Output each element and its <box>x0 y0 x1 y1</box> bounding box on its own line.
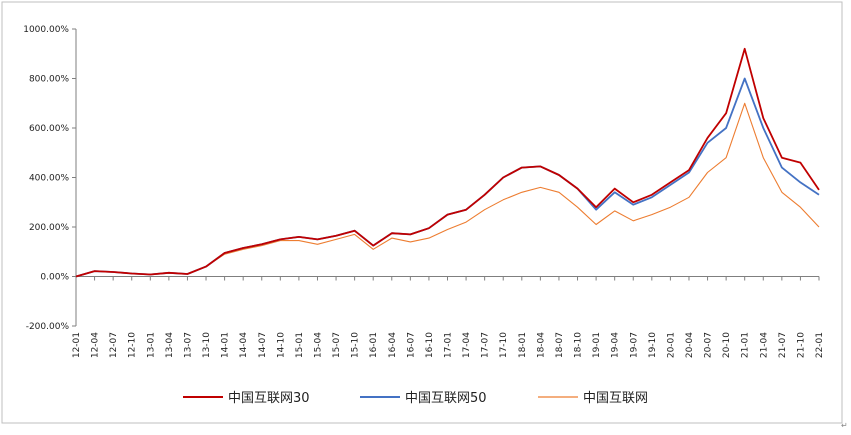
x-tick-label: 18-07 <box>555 332 565 358</box>
x-tick-label: 14-10 <box>276 332 286 358</box>
x-axis: 12-01 12-04 12-07 12-10 13-01 13-04 13-07 13-10… <box>72 276 825 358</box>
y-tick-label: 600.00% <box>29 124 69 134</box>
x-tick-label: 13-07 <box>183 332 193 358</box>
x-tick-label: 16-01 <box>369 332 379 358</box>
x-tick-label: 14-07 <box>258 332 268 358</box>
x-tick-label: 20-01 <box>666 332 676 358</box>
x-tick-label: 22-01 <box>815 332 825 358</box>
x-tick-label: 20-07 <box>704 332 714 358</box>
x-tick-label: 19-04 <box>611 332 621 358</box>
y-tick-label: 1000.00% <box>23 25 69 35</box>
x-tick-label: 16-07 <box>406 332 416 358</box>
x-tick-label: 13-10 <box>202 332 212 358</box>
legend: 中国互联网30 中国互联网50 中国互联网 <box>183 391 648 406</box>
x-tick-label: 17-04 <box>462 332 472 358</box>
corner-mark: ↵ <box>841 421 848 430</box>
x-tick-label: 20-04 <box>685 332 695 358</box>
x-tick-label: 19-07 <box>629 332 639 358</box>
x-tick-label: 13-01 <box>146 332 156 358</box>
x-tick-label: 14-04 <box>239 332 249 358</box>
x-tick-label: 12-01 <box>72 332 82 358</box>
x-tick-label: 12-07 <box>109 332 119 358</box>
legend-label-2: 中国互联网 <box>583 391 648 406</box>
x-tick-label: 19-01 <box>592 332 602 358</box>
series-layer <box>75 47 820 278</box>
x-tick-label: 17-01 <box>444 332 454 358</box>
x-tick-label: 21-07 <box>778 332 788 358</box>
x-tick-label: 21-01 <box>741 332 751 358</box>
legend-label-0: 中国互联网30 <box>228 391 310 406</box>
x-tick-label: 18-04 <box>536 332 546 358</box>
x-tick-label: 17-10 <box>499 332 509 358</box>
x-tick-label: 16-10 <box>425 332 435 358</box>
x-tick-label: 21-04 <box>759 332 769 358</box>
chart-border <box>1 1 843 424</box>
legend-label-1: 中国互联网50 <box>405 391 487 406</box>
x-tick-label: 18-10 <box>574 332 584 358</box>
x-tick-label: 16-04 <box>388 332 398 358</box>
x-tick-label: 15-01 <box>295 332 305 358</box>
x-tick-label: 20-10 <box>722 332 732 358</box>
x-tick-label: 13-04 <box>165 332 175 358</box>
x-tick-label: 17-07 <box>481 332 491 358</box>
y-tick-label: 400.00% <box>29 174 69 184</box>
x-tick-label: 15-04 <box>313 332 323 358</box>
series-line-0 <box>75 47 820 278</box>
y-tick-label: 200.00% <box>29 223 69 233</box>
x-tick-label: 19-10 <box>648 332 658 358</box>
x-tick-label: 18-01 <box>518 332 528 358</box>
y-tick-label: -200.00% <box>26 322 70 332</box>
x-tick-label: 12-10 <box>128 332 138 358</box>
x-tick-label: 15-07 <box>332 332 342 358</box>
x-tick-label: 14-01 <box>221 332 231 358</box>
y-tick-label: 0.00% <box>40 273 69 283</box>
x-tick-label: 15-10 <box>351 332 361 358</box>
x-tick-label: 12-04 <box>91 332 101 358</box>
y-tick-label: 800.00% <box>29 75 69 85</box>
x-tick-label: 21-10 <box>796 332 806 358</box>
